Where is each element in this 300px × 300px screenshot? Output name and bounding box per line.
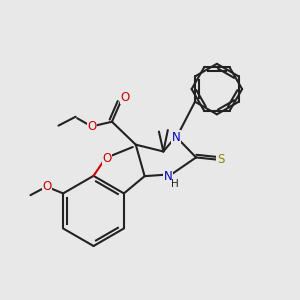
Text: O: O (87, 120, 97, 133)
Text: O: O (120, 91, 129, 104)
Text: S: S (217, 153, 224, 166)
Text: O: O (102, 152, 112, 165)
Text: N: N (172, 131, 181, 144)
Text: O: O (42, 180, 51, 194)
Text: N: N (164, 170, 173, 183)
Text: H: H (171, 178, 179, 189)
